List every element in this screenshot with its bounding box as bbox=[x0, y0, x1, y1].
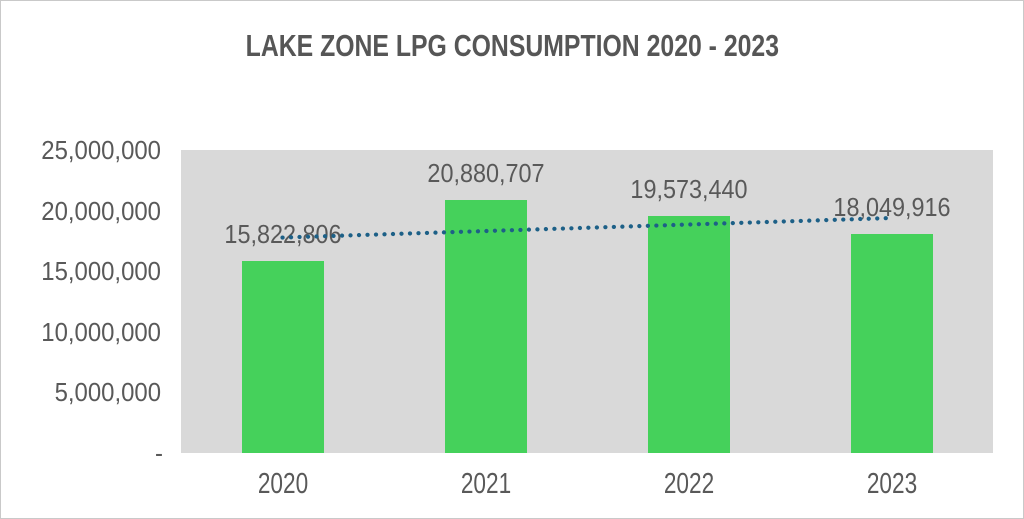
bar-2022 bbox=[647, 215, 730, 453]
x-axis-tick-label-2020: 2020 bbox=[257, 468, 308, 500]
data-label-2023: 18,049,916 bbox=[832, 192, 951, 223]
y-axis-tick-label: 20,000,000 bbox=[41, 195, 161, 226]
y-axis-tick-label: 5,000,000 bbox=[54, 377, 161, 408]
chart-title-text: LAKE ZONE LPG CONSUMPTION 2020 - 2023 bbox=[245, 28, 779, 63]
data-label-2021: 20,880,707 bbox=[426, 157, 545, 188]
y-axis-tick-label: 25,000,000 bbox=[41, 135, 161, 165]
y-axis-tick-label: - bbox=[155, 438, 163, 468]
data-label-2020: 15,822,806 bbox=[223, 219, 342, 250]
bar-2021 bbox=[444, 199, 527, 453]
chart-title: LAKE ZONE LPG CONSUMPTION 2020 - 2023 bbox=[1, 28, 1023, 64]
data-label-2022: 19,573,440 bbox=[629, 173, 748, 204]
x-axis-tick-label-2021: 2021 bbox=[460, 468, 511, 500]
y-axis-tick-label: 10,000,000 bbox=[41, 316, 161, 347]
x-axis-tick-label-2022: 2022 bbox=[663, 468, 714, 500]
y-axis-tick-label: 15,000,000 bbox=[41, 256, 161, 287]
bar-2023 bbox=[850, 234, 933, 453]
x-axis-tick-label-2023: 2023 bbox=[866, 468, 917, 500]
bar-2020 bbox=[241, 261, 324, 453]
